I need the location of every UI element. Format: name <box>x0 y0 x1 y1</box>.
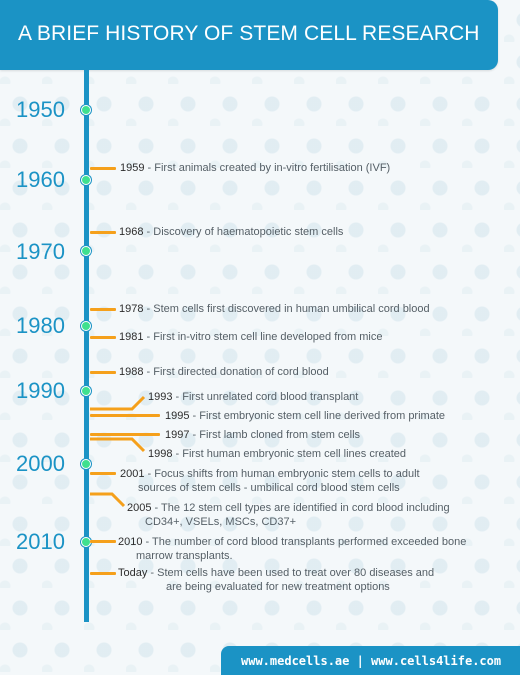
footer-banner: www.medcells.ae | www.cells4life.com <box>221 646 520 675</box>
decade-label: 2010 <box>16 529 65 554</box>
timeline-event: 2010 - The number of cord blood transpla… <box>118 536 467 562</box>
decade-marker <box>81 386 91 396</box>
timeline-event: 1998 - First human embryonic stem cell l… <box>148 448 407 460</box>
decade-label: 1980 <box>16 313 65 338</box>
event-connector <box>90 437 146 453</box>
event-connector <box>90 395 146 411</box>
page-title: A BRIEF HISTORY OF STEM CELL RESEARCH <box>18 22 480 45</box>
event-connector <box>90 336 116 339</box>
event-connector <box>90 472 116 475</box>
timeline-event: 1981 - First in-vitro stem cell line dev… <box>119 331 383 343</box>
event-connector <box>90 492 126 508</box>
event-connector <box>90 540 116 543</box>
timeline-event: 1959 - First animals created by in-vitro… <box>120 162 391 174</box>
timeline-event: 1978 - Stem cells first discovered in hu… <box>119 303 430 315</box>
decade-label: 1990 <box>16 378 65 403</box>
timeline-axis <box>84 70 89 622</box>
header-banner: A BRIEF HISTORY OF STEM CELL RESEARCH <box>0 0 498 70</box>
footer-links: www.medcells.ae | www.cells4life.com <box>241 654 502 668</box>
event-connector <box>90 414 160 417</box>
timeline-event: 1988 - First directed donation of cord b… <box>119 366 329 378</box>
timeline-event: Today - Stem cells have been used to tre… <box>118 567 435 593</box>
event-connector <box>90 433 160 436</box>
decade-label: 1960 <box>16 167 65 192</box>
decade-label: 1970 <box>16 239 65 264</box>
timeline-event: 2005 - The 12 stem cell types are identi… <box>127 502 450 528</box>
timeline-event: 1993 - First unrelated cord blood transp… <box>148 391 359 403</box>
event-connector <box>90 308 116 311</box>
decade-marker <box>81 459 91 469</box>
timeline-event: 1968 - Discovery of haematopoietic stem … <box>119 226 344 238</box>
timeline-event: 1995 - First embryonic stem cell line de… <box>165 410 445 422</box>
event-connector <box>90 231 116 234</box>
event-connector <box>90 167 116 170</box>
timeline-event: 2001 - Focus shifts from human embryonic… <box>120 468 420 494</box>
decade-marker <box>81 105 91 115</box>
event-connector <box>90 572 116 575</box>
decade-label: 2000 <box>16 451 65 476</box>
event-connector <box>90 371 116 374</box>
decade-marker <box>81 246 91 256</box>
timeline-event: 1997 - First lamb cloned from stem cells <box>165 429 361 441</box>
decade-marker <box>81 175 91 185</box>
decade-label: 1950 <box>16 97 65 122</box>
decade-marker <box>81 321 91 331</box>
